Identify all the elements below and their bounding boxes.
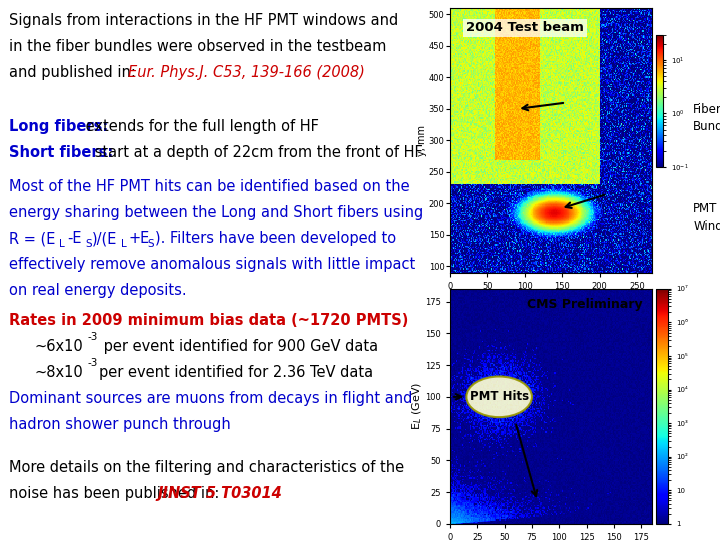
X-axis label: x, mm: x, mm [536, 296, 567, 306]
Ellipse shape [467, 376, 532, 417]
Text: 2004 Test beam: 2004 Test beam [466, 22, 584, 35]
Y-axis label: E$_L$ (GeV): E$_L$ (GeV) [410, 382, 423, 430]
Text: Rates in 2009 minimum bias data (~1720 PMTS): Rates in 2009 minimum bias data (~1720 P… [9, 313, 408, 328]
Y-axis label: y, mm: y, mm [417, 125, 427, 156]
Text: -3: -3 [87, 332, 97, 342]
Text: ). Filters have been developed to: ). Filters have been developed to [155, 231, 396, 246]
Text: -E: -E [67, 231, 81, 246]
Text: Long fibers:: Long fibers: [9, 119, 108, 134]
Text: start at a depth of 22cm from the front of HF: start at a depth of 22cm from the front … [90, 145, 423, 160]
Text: Window: Window [693, 220, 720, 233]
Text: L: L [59, 239, 65, 249]
Text: and published in:: and published in: [9, 65, 140, 80]
Text: +E: +E [129, 231, 150, 246]
Text: R = (E: R = (E [9, 231, 55, 246]
Text: hadron shower punch through: hadron shower punch through [9, 417, 230, 433]
Text: PMT: PMT [693, 202, 718, 215]
Text: per event identified for 2.36 TeV data: per event identified for 2.36 TeV data [99, 365, 374, 380]
Text: energy sharing between the Long and Short fibers using: energy sharing between the Long and Shor… [9, 205, 423, 220]
Text: Short fibers:: Short fibers: [9, 145, 113, 160]
Text: ~8x10: ~8x10 [35, 365, 84, 380]
Text: PMT Hits: PMT Hits [469, 390, 528, 403]
Text: extends for the full length of HF: extends for the full length of HF [81, 119, 319, 134]
Text: Signals from interactions in the HF PMT windows and: Signals from interactions in the HF PMT … [9, 14, 398, 29]
Text: on real energy deposits.: on real energy deposits. [9, 283, 186, 298]
Text: noise has been published in:: noise has been published in: [9, 486, 228, 501]
Text: ~6x10: ~6x10 [35, 339, 84, 354]
Text: Dominant sources are muons from decays in flight and: Dominant sources are muons from decays i… [9, 392, 412, 407]
Text: S: S [85, 239, 91, 249]
Text: effectively remove anomalous signals with little impact: effectively remove anomalous signals wit… [9, 257, 415, 272]
Text: -3: -3 [87, 358, 97, 368]
Text: Fiber: Fiber [693, 103, 720, 116]
Text: More details on the filtering and characteristics of the: More details on the filtering and charac… [9, 460, 404, 475]
Text: JINST 5 T03014: JINST 5 T03014 [157, 486, 282, 501]
Text: L: L [121, 239, 127, 249]
Text: Most of the HF PMT hits can be identified based on the: Most of the HF PMT hits can be identifie… [9, 179, 409, 194]
Text: S: S [148, 239, 154, 249]
Text: per event identified for 900 GeV data: per event identified for 900 GeV data [99, 339, 379, 354]
Text: )/(E: )/(E [92, 231, 117, 246]
Text: Eur. Phys.J. C53, 139-166 (2008): Eur. Phys.J. C53, 139-166 (2008) [128, 65, 365, 80]
Text: CMS Preliminary: CMS Preliminary [527, 298, 642, 311]
Text: in the fiber bundles were observed in the testbeam: in the fiber bundles were observed in th… [9, 39, 386, 55]
Text: Bundles: Bundles [693, 120, 720, 133]
